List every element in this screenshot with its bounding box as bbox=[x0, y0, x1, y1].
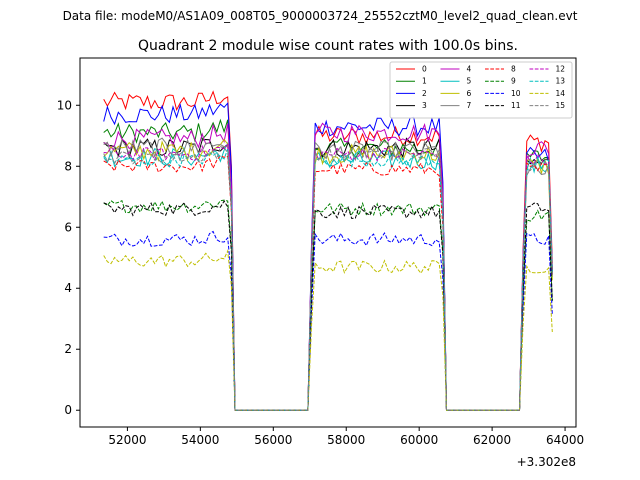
x-tick-label: 54000 bbox=[181, 433, 219, 447]
legend-label: 15 bbox=[556, 101, 566, 110]
x-tick-label: 64000 bbox=[546, 433, 584, 447]
y-tick-label: 10 bbox=[57, 98, 72, 112]
series-line-15 bbox=[103, 146, 553, 411]
series-line-0 bbox=[103, 90, 553, 411]
x-axis: 52000 54000 56000 58000 60000 62000 64000 bbox=[108, 427, 584, 447]
x-tick-label: 58000 bbox=[327, 433, 365, 447]
legend-label: 5 bbox=[467, 77, 472, 86]
y-tick-label: 4 bbox=[64, 281, 72, 295]
legend-label: 4 bbox=[467, 65, 472, 74]
x-tick-label: 60000 bbox=[400, 433, 438, 447]
series-line-5 bbox=[103, 141, 553, 411]
legend-label: 8 bbox=[511, 65, 516, 74]
y-tick-label: 0 bbox=[64, 403, 72, 417]
legend-label: 9 bbox=[511, 77, 516, 86]
plot-area-frame bbox=[79, 57, 577, 428]
x-tick-label: 52000 bbox=[108, 433, 146, 447]
series-line-10 bbox=[103, 230, 553, 411]
y-tick-label: 6 bbox=[64, 220, 72, 234]
legend-label: 0 bbox=[422, 65, 427, 74]
y-axis: 0 2 4 6 8 10 bbox=[57, 98, 80, 417]
series-line-4 bbox=[103, 122, 553, 411]
series-line-3 bbox=[103, 137, 553, 411]
figure-suptitle: Data file: modeM0/AS1A09_008T05_90000037… bbox=[63, 9, 578, 23]
legend-label: 7 bbox=[467, 101, 472, 110]
legend-label: 6 bbox=[467, 89, 472, 98]
chart-title: Quadrant 2 module wise count rates with … bbox=[138, 38, 518, 54]
legend-box bbox=[389, 61, 573, 119]
series-line-11 bbox=[103, 200, 553, 411]
legend-label: 12 bbox=[556, 65, 566, 74]
legend-label: 1 bbox=[422, 77, 427, 86]
series-line-14 bbox=[103, 249, 553, 411]
legend-label: 14 bbox=[556, 89, 566, 98]
series-line-13 bbox=[103, 148, 553, 411]
x-tick-label: 62000 bbox=[473, 433, 511, 447]
legend-label: 13 bbox=[556, 77, 566, 86]
legend-label: 10 bbox=[511, 89, 521, 98]
x-offset-label: +3.302e8 bbox=[517, 455, 576, 469]
y-tick-label: 2 bbox=[64, 342, 72, 356]
series-line-8 bbox=[103, 155, 553, 411]
plot-lines bbox=[103, 90, 553, 411]
legend-label: 11 bbox=[511, 101, 521, 110]
legend-label: 2 bbox=[422, 89, 427, 98]
x-tick-label: 56000 bbox=[254, 433, 292, 447]
legend-label: 3 bbox=[422, 101, 427, 110]
series-line-2 bbox=[103, 101, 553, 411]
y-tick-label: 8 bbox=[64, 159, 72, 173]
